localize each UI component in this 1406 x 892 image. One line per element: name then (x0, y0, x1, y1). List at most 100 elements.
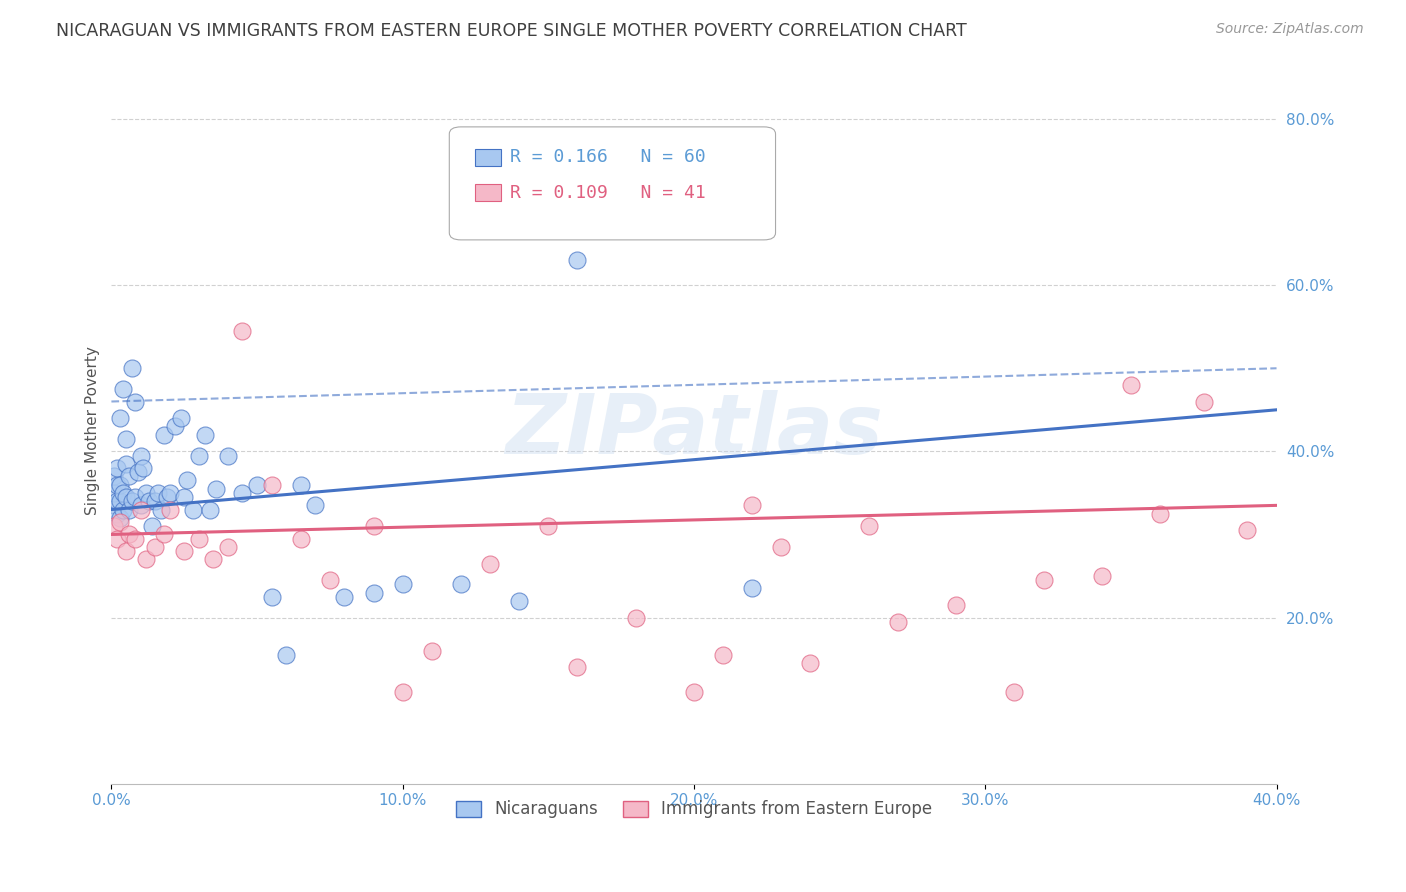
Point (290, 532, 312, 546)
Point (231, 324, 253, 338)
Point (187, 449, 209, 463)
Point (153, 527, 176, 541)
Point (105, 477, 128, 491)
Text: R = 0.166   N = 60: R = 0.166 N = 60 (510, 148, 706, 166)
Point (260, 590, 283, 604)
Point (217, 449, 239, 463)
Point (290, 477, 312, 491)
Point (420, 644, 443, 658)
Point (143, 540, 166, 554)
Point (217, 540, 239, 554)
Point (105, 532, 128, 546)
Point (112, 502, 135, 516)
FancyBboxPatch shape (475, 149, 501, 166)
Point (141, 519, 163, 533)
Point (143, 494, 166, 508)
Point (135, 552, 157, 566)
Point (124, 532, 146, 546)
Point (115, 457, 138, 471)
Point (1192, 394, 1215, 409)
Text: ZIPatlas: ZIPatlas (505, 390, 883, 471)
Point (276, 648, 298, 662)
Point (103, 486, 125, 500)
Point (103, 499, 125, 513)
Point (205, 482, 228, 496)
Point (108, 477, 131, 491)
Point (149, 502, 172, 516)
Point (132, 461, 155, 475)
Text: Source: ZipAtlas.com: Source: ZipAtlas.com (1216, 22, 1364, 37)
Point (1002, 685, 1025, 699)
Point (945, 598, 967, 612)
Point (146, 486, 169, 500)
Point (115, 544, 138, 558)
Point (741, 499, 763, 513)
Point (799, 657, 821, 671)
Point (1149, 507, 1171, 521)
Point (108, 515, 131, 529)
Point (194, 427, 217, 442)
Point (1236, 524, 1258, 538)
Point (173, 490, 195, 504)
Point (858, 519, 880, 533)
Point (127, 465, 149, 479)
Legend: Nicaraguans, Immigrants from Eastern Europe: Nicaraguans, Immigrants from Eastern Eur… (449, 794, 939, 825)
Point (1032, 573, 1054, 587)
Point (181, 502, 204, 516)
Point (887, 615, 910, 629)
Point (156, 490, 179, 504)
Point (319, 573, 342, 587)
Point (654, 208, 676, 222)
Point (108, 411, 131, 425)
Point (118, 469, 141, 483)
Point (231, 486, 253, 500)
Point (165, 419, 187, 434)
Y-axis label: Single Mother Poverty: Single Mother Poverty (86, 346, 100, 515)
Point (121, 361, 143, 376)
Point (260, 477, 283, 491)
Point (108, 494, 131, 508)
Point (333, 590, 356, 604)
Point (124, 394, 146, 409)
Point (112, 486, 135, 500)
Point (567, 660, 589, 674)
Point (770, 540, 793, 554)
Point (1091, 569, 1114, 583)
Point (105, 461, 128, 475)
Point (159, 486, 181, 500)
Point (363, 519, 385, 533)
Point (741, 582, 763, 596)
Point (170, 411, 193, 425)
Point (105, 494, 128, 508)
Point (153, 427, 176, 442)
Point (246, 477, 269, 491)
Point (173, 544, 195, 558)
Point (1119, 377, 1142, 392)
Point (115, 432, 138, 446)
Point (624, 610, 647, 624)
Point (391, 685, 413, 699)
Point (187, 532, 209, 546)
Point (202, 552, 225, 566)
FancyBboxPatch shape (450, 127, 776, 240)
Point (508, 594, 530, 608)
Point (121, 494, 143, 508)
Point (200, 502, 222, 516)
Point (115, 490, 138, 504)
Point (112, 382, 135, 396)
Point (103, 519, 125, 533)
Point (108, 511, 131, 525)
FancyBboxPatch shape (475, 184, 501, 201)
Point (124, 490, 146, 504)
Point (118, 502, 141, 516)
Point (129, 499, 152, 513)
Point (711, 648, 734, 662)
Text: R = 0.109   N = 41: R = 0.109 N = 41 (510, 184, 706, 202)
Point (129, 502, 152, 516)
Point (683, 685, 706, 699)
Point (105, 507, 128, 521)
Point (567, 253, 589, 268)
Point (176, 474, 198, 488)
Point (159, 502, 181, 516)
Point (118, 527, 141, 541)
